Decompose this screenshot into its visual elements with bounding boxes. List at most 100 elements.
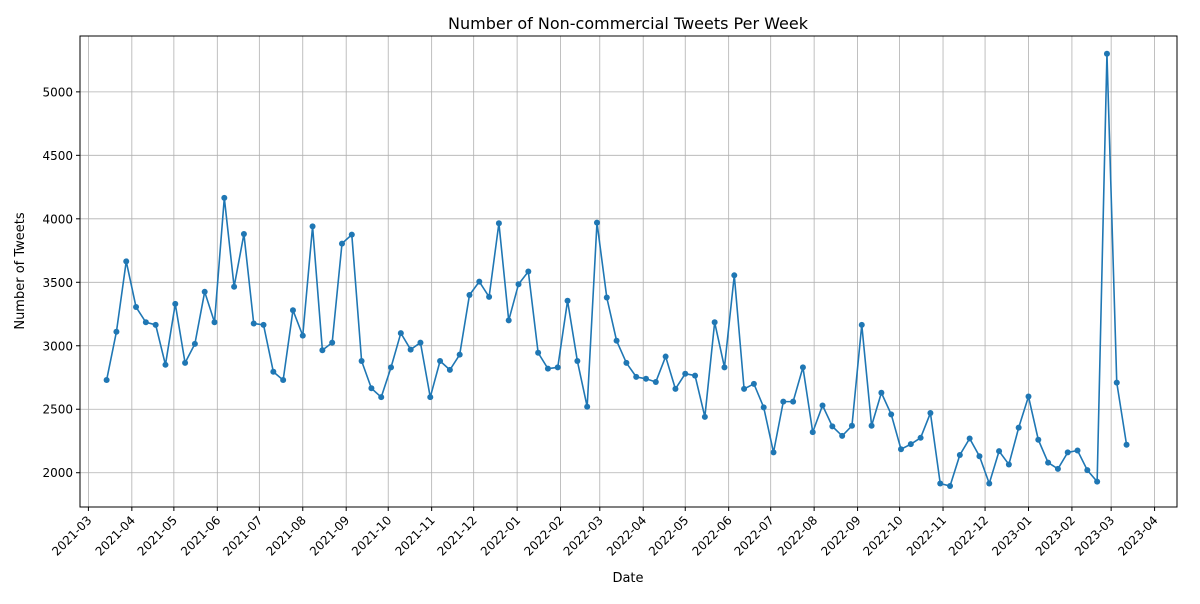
data-point (417, 339, 424, 346)
data-point (741, 385, 748, 392)
data-point (358, 358, 365, 364)
y-axis-label: Number of Tweets (13, 212, 28, 330)
data-point (564, 297, 571, 304)
x-tick-label: 2022-11 (904, 513, 949, 558)
data-point (397, 330, 404, 337)
data-point (515, 281, 522, 288)
x-tick-label: 2022-04 (604, 513, 649, 558)
data-point (123, 258, 130, 265)
data-point (348, 231, 355, 238)
grid (80, 36, 1177, 507)
y-tick-label: 2000 (42, 466, 73, 480)
plot-area (79, 35, 1178, 508)
data-point (260, 321, 267, 328)
data-point (476, 278, 483, 285)
x-tick-label: 2022-01 (478, 513, 523, 558)
data-point (466, 291, 473, 298)
data-point (535, 349, 542, 356)
data-point (858, 321, 865, 328)
data-point (309, 223, 316, 230)
data-point (593, 219, 600, 226)
data-point (368, 385, 375, 392)
data-point (319, 347, 326, 354)
data-point (486, 293, 493, 300)
data-point (584, 403, 591, 410)
data-point (299, 332, 306, 339)
data-point (133, 304, 140, 311)
data-point (829, 423, 836, 430)
data-point (682, 370, 689, 377)
data-point (1094, 478, 1101, 485)
data-point (172, 300, 179, 307)
x-tick-label: 2023-04 (1115, 513, 1160, 558)
data-point (701, 413, 708, 420)
y-tick-label: 4500 (42, 149, 73, 163)
data-point (780, 398, 787, 405)
data-point (731, 272, 738, 279)
data-point (1113, 379, 1120, 386)
data-point (388, 364, 395, 371)
data-point (182, 359, 189, 366)
x-tick-label: 2021-12 (434, 513, 479, 558)
x-axis: 2021-032021-042021-052021-062021-072021-… (49, 507, 1161, 559)
data-point (289, 307, 296, 314)
x-tick-label: 2023-03 (1072, 513, 1117, 558)
data-point (221, 194, 228, 201)
x-tick-label: 2021-11 (392, 513, 437, 558)
data-point (1015, 424, 1022, 431)
x-tick-label: 2022-07 (731, 513, 776, 558)
x-tick-label: 2021-05 (135, 513, 180, 558)
x-tick-label: 2022-06 (689, 513, 734, 558)
data-point (770, 449, 777, 456)
data-point (378, 394, 385, 401)
data-point (643, 375, 650, 382)
data-point (329, 339, 336, 346)
data-point (809, 429, 816, 436)
data-point (907, 441, 914, 448)
data-point (799, 364, 806, 371)
data-point (652, 378, 659, 385)
data-point (446, 366, 453, 373)
x-tick-label: 2022-12 (946, 513, 991, 558)
data-point (1064, 449, 1071, 456)
y-tick-label: 2500 (42, 403, 73, 417)
data-point (711, 319, 718, 326)
data-point (240, 231, 247, 238)
data-point (996, 448, 1003, 455)
data-point (574, 358, 581, 364)
x-tick-label: 2022-05 (646, 513, 691, 558)
data-point (211, 319, 218, 326)
data-point (113, 328, 120, 335)
data-point (1103, 50, 1110, 57)
y-axis: 2000 2500 3000 3500 4000 4500 5000 (42, 85, 80, 480)
x-tick-label: 2022-10 (860, 513, 905, 558)
data-point (927, 410, 934, 417)
data-point (544, 365, 551, 372)
data-point (633, 373, 640, 380)
data-point (917, 434, 924, 441)
data-point (162, 361, 169, 368)
data-point (898, 446, 904, 453)
data-point (937, 480, 944, 487)
y-tick-label: 3000 (42, 339, 73, 353)
x-tick-label: 2021-09 (307, 513, 352, 558)
x-tick-label: 2022-08 (775, 513, 820, 558)
data-point (819, 402, 826, 409)
x-tick-label: 2021-03 (49, 513, 94, 558)
x-tick-label: 2023-02 (1033, 513, 1078, 558)
data-point (191, 340, 198, 347)
data-point (976, 453, 983, 460)
data-point (760, 404, 767, 411)
data-point (672, 385, 679, 392)
data-point (525, 268, 532, 275)
data-point (888, 411, 895, 418)
data-point (495, 220, 502, 227)
data-point (956, 451, 963, 458)
data-point (407, 346, 414, 353)
data-point (1005, 461, 1012, 468)
data-point (338, 240, 345, 247)
data-point (1084, 467, 1091, 474)
data-point (1074, 447, 1081, 454)
data-point (554, 364, 561, 371)
data-point (427, 394, 434, 401)
